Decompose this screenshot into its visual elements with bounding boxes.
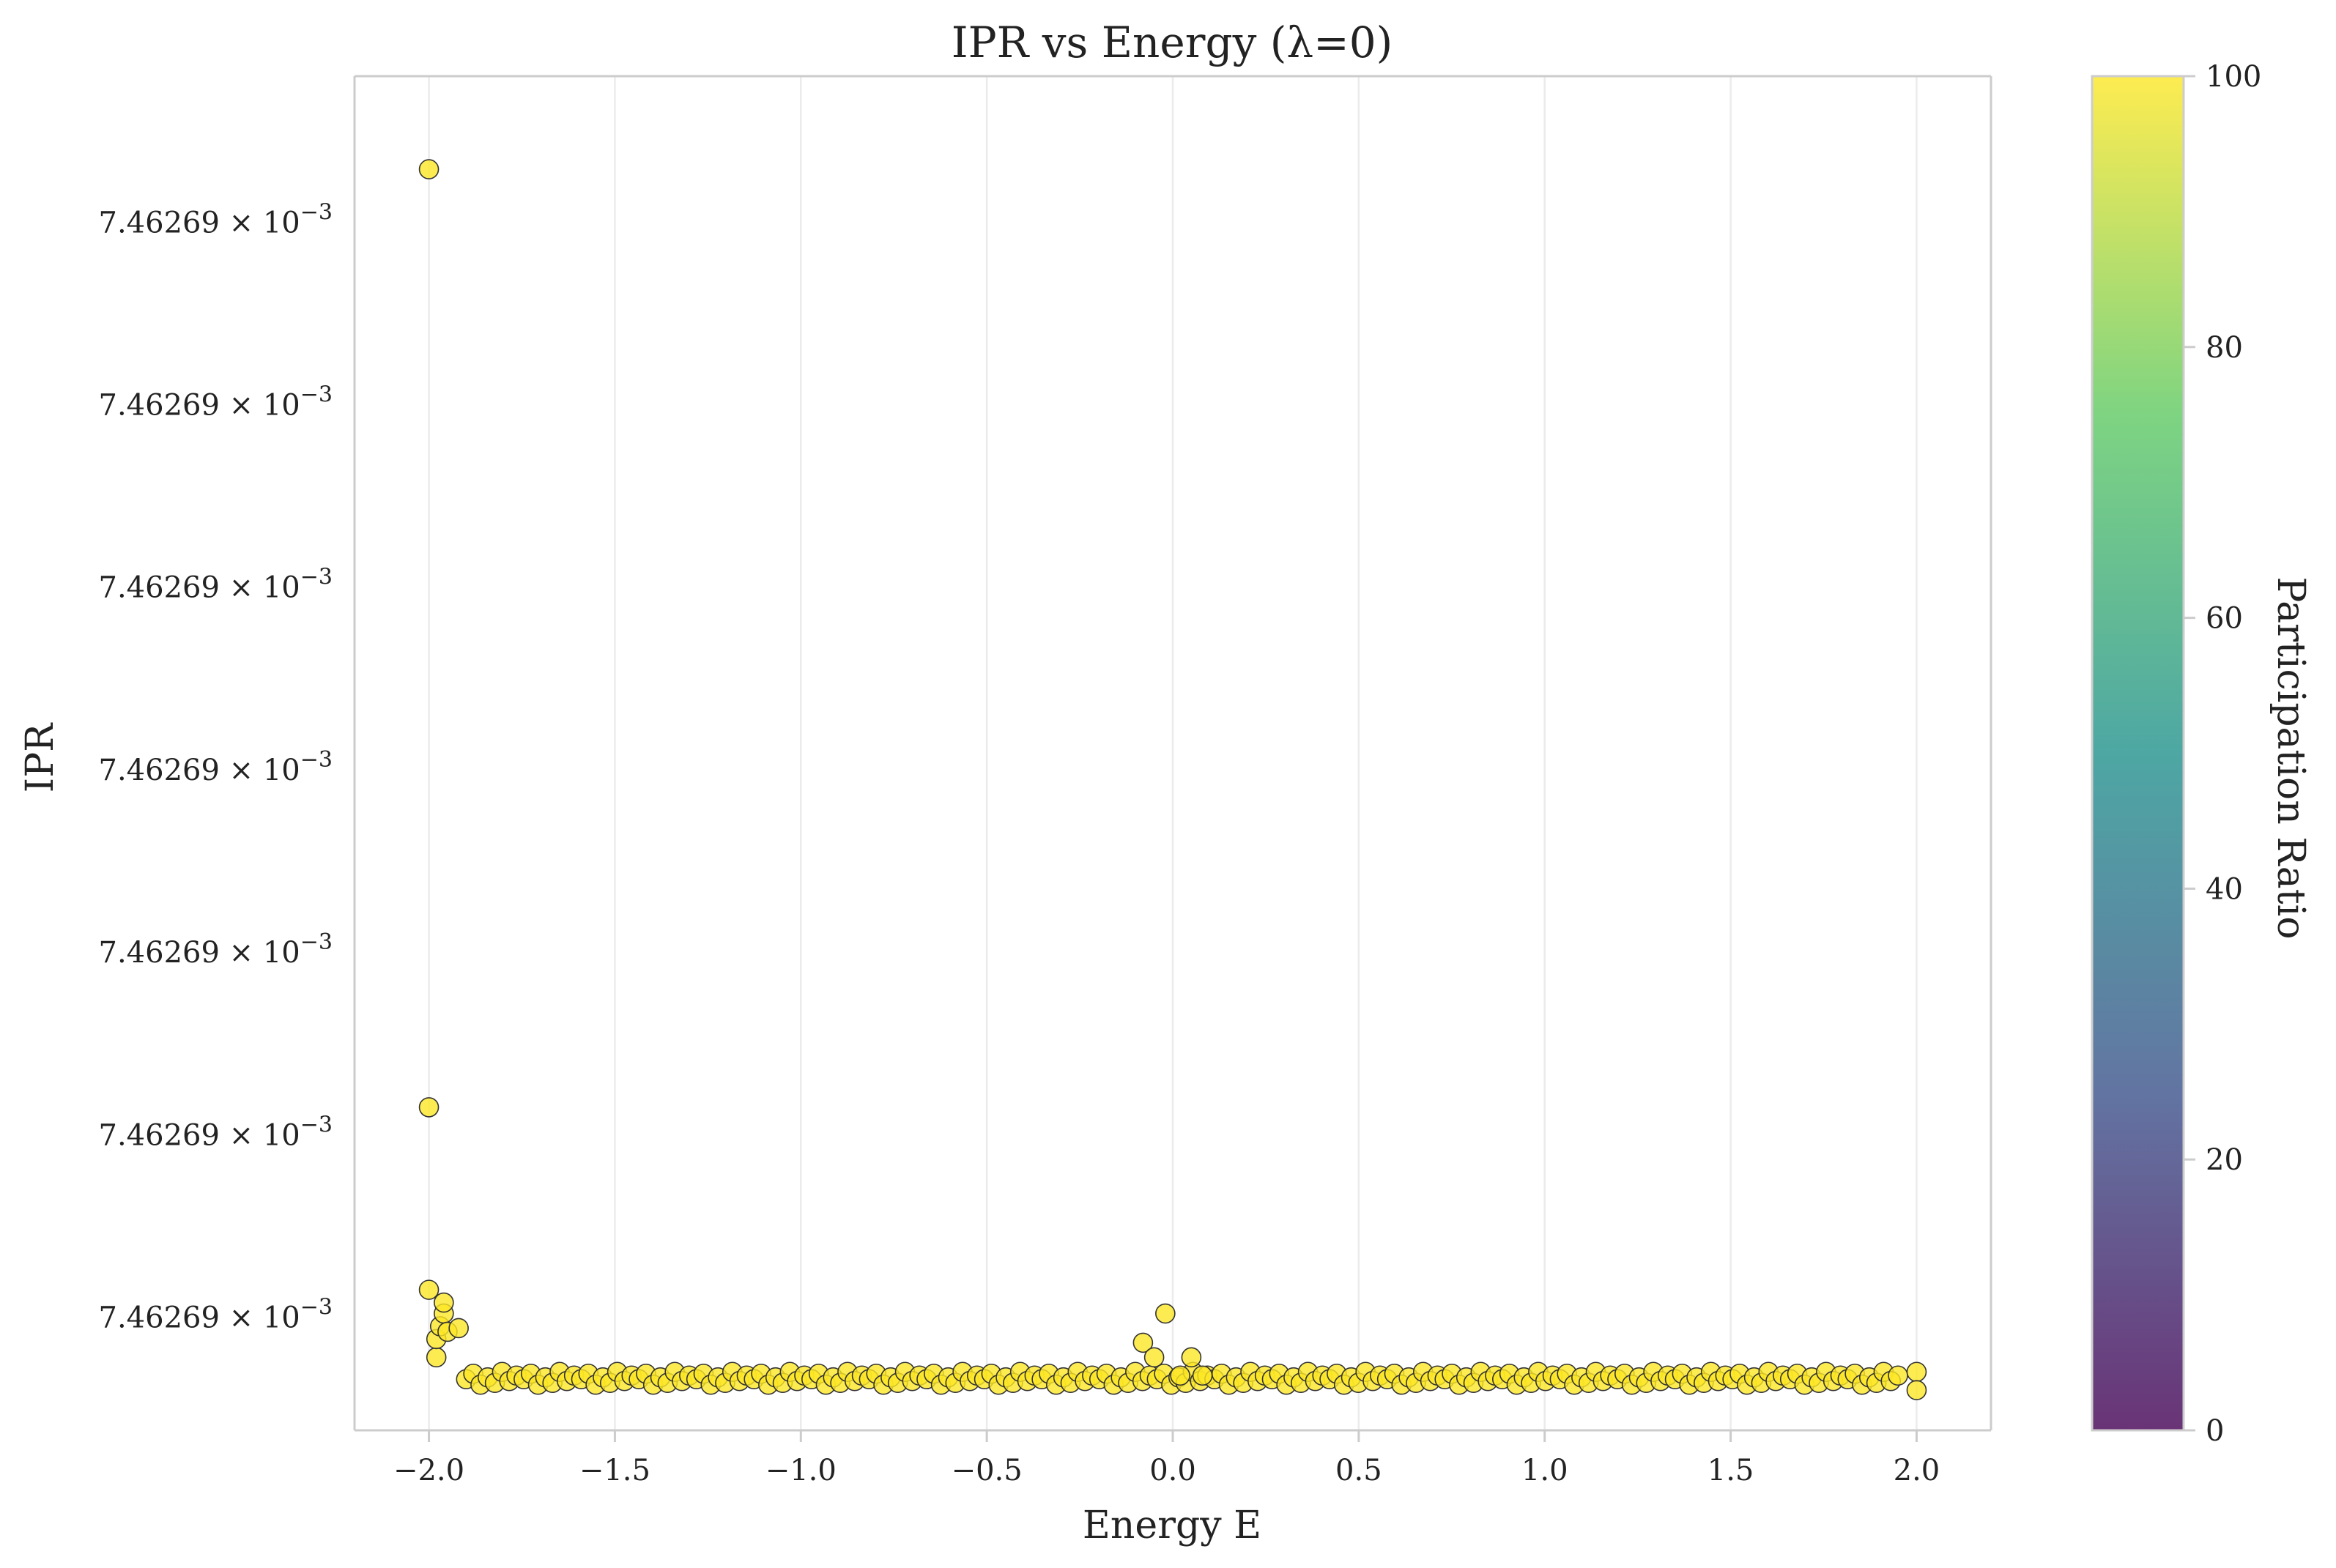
x-tick-label: 2.0 (1894, 1454, 1940, 1487)
data-point (1181, 1347, 1202, 1368)
data-point (1143, 1347, 1165, 1368)
colorbar-tick-label: 20 (2206, 1143, 2243, 1177)
data-point (434, 1292, 454, 1313)
colorbar-tick-label: 40 (2206, 872, 2243, 906)
data-point (1132, 1332, 1154, 1353)
chart-title: IPR vs Energy (λ=0) (952, 18, 1393, 67)
x-axis-label: Energy E (1083, 1504, 1261, 1547)
x-tick-label: 1.5 (1707, 1454, 1754, 1487)
y-tick-label: 7.46269 × 10−3 (99, 1295, 333, 1335)
colorbar-tick-label: 60 (2206, 602, 2243, 636)
grid-lines (428, 76, 1918, 1430)
y-axis-ticks: 7.46269 × 10−3 7.46269 × 10−3 7.46269 × 10… (99, 199, 333, 1334)
axes-frame (353, 75, 1992, 1432)
colorbar-label: Participation Ratio (2269, 576, 2313, 939)
data-point (448, 1318, 469, 1339)
y-tick-label: 7.46269 × 10−3 (99, 929, 333, 970)
x-tick-label: −1.0 (765, 1454, 837, 1487)
data-point (426, 1347, 447, 1368)
data-point (1192, 1365, 1213, 1386)
data-point (1906, 1380, 1927, 1400)
x-axis-ticks: −2.0 −1.5 −1.0 −0.5 0.0 0.5 1.0 1.5 2.0 (393, 1430, 1940, 1487)
data-point (418, 1097, 440, 1118)
colorbar: 0 20 40 60 80 100 Participation Ratio (2091, 60, 2313, 1448)
data-point (1888, 1365, 1908, 1386)
colorbar-ticks: 0 20 40 60 80 100 (2184, 60, 2261, 1448)
colorbar-tick-label: 0 (2206, 1414, 2224, 1448)
x-tick-label: −0.5 (952, 1454, 1023, 1487)
y-tick-label: 7.46269 × 10−3 (99, 382, 333, 423)
y-tick-label: 7.46269 × 10−3 (99, 199, 333, 239)
data-point (1155, 1303, 1176, 1324)
scatter-points (418, 159, 1927, 1400)
y-tick-label: 7.46269 × 10−3 (99, 565, 333, 605)
y-tick-label: 7.46269 × 10−3 (99, 1112, 333, 1152)
x-tick-label: 0.5 (1335, 1454, 1382, 1487)
data-point (1170, 1365, 1190, 1386)
y-axis-label: IPR (18, 722, 62, 793)
x-tick-label: 0.0 (1149, 1454, 1196, 1487)
data-point (418, 1279, 440, 1300)
colorbar-tick-label: 80 (2206, 331, 2243, 365)
data-point (1906, 1361, 1927, 1383)
colorbar-tick-label: 100 (2206, 60, 2261, 94)
x-tick-label: 1.0 (1521, 1454, 1568, 1487)
x-tick-label: −2.0 (393, 1454, 464, 1487)
x-tick-label: −1.5 (579, 1454, 650, 1487)
y-tick-label: 7.46269 × 10−3 (99, 747, 333, 787)
colorbar-gradient (2091, 75, 2185, 1432)
data-point (418, 159, 440, 179)
